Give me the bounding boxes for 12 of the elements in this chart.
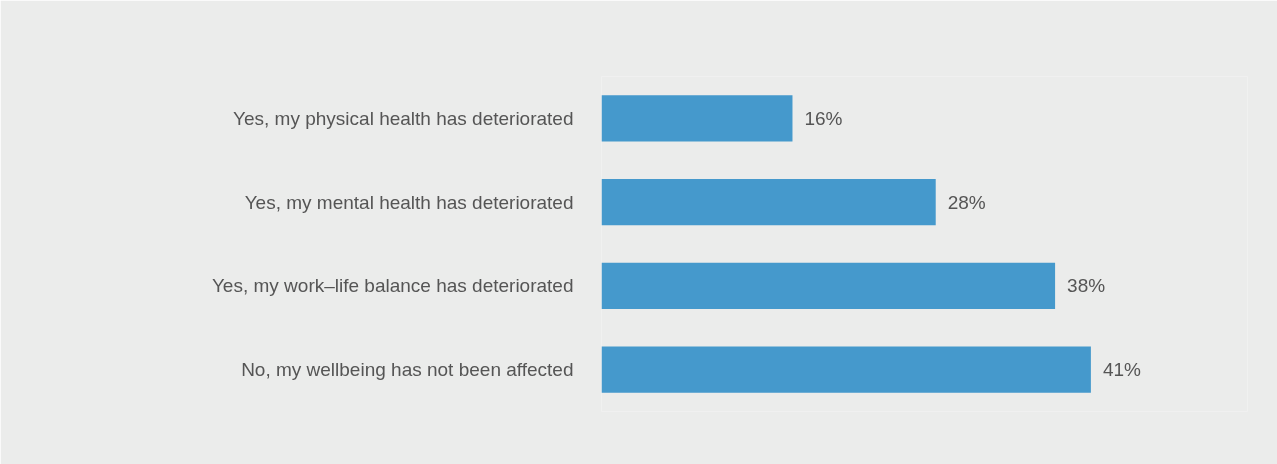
data-label: 38% [1067,275,1106,297]
data-label: 16% [804,107,843,129]
y-tick-label: Yes, my work–life balance has deteriorated [211,275,574,297]
data-label: 41% [1102,359,1142,381]
y-tick-label: Yes, my physical health has deteriorated [233,107,574,129]
bar [601,179,936,226]
bar [601,346,1091,393]
data-label: 28% [947,191,986,213]
bar [601,95,793,142]
y-tick-label: Yes, my mental health has deteriorated [244,191,574,213]
bar [601,262,1056,309]
y-tick-label: No, my wellbeing has not been affected [241,359,574,381]
